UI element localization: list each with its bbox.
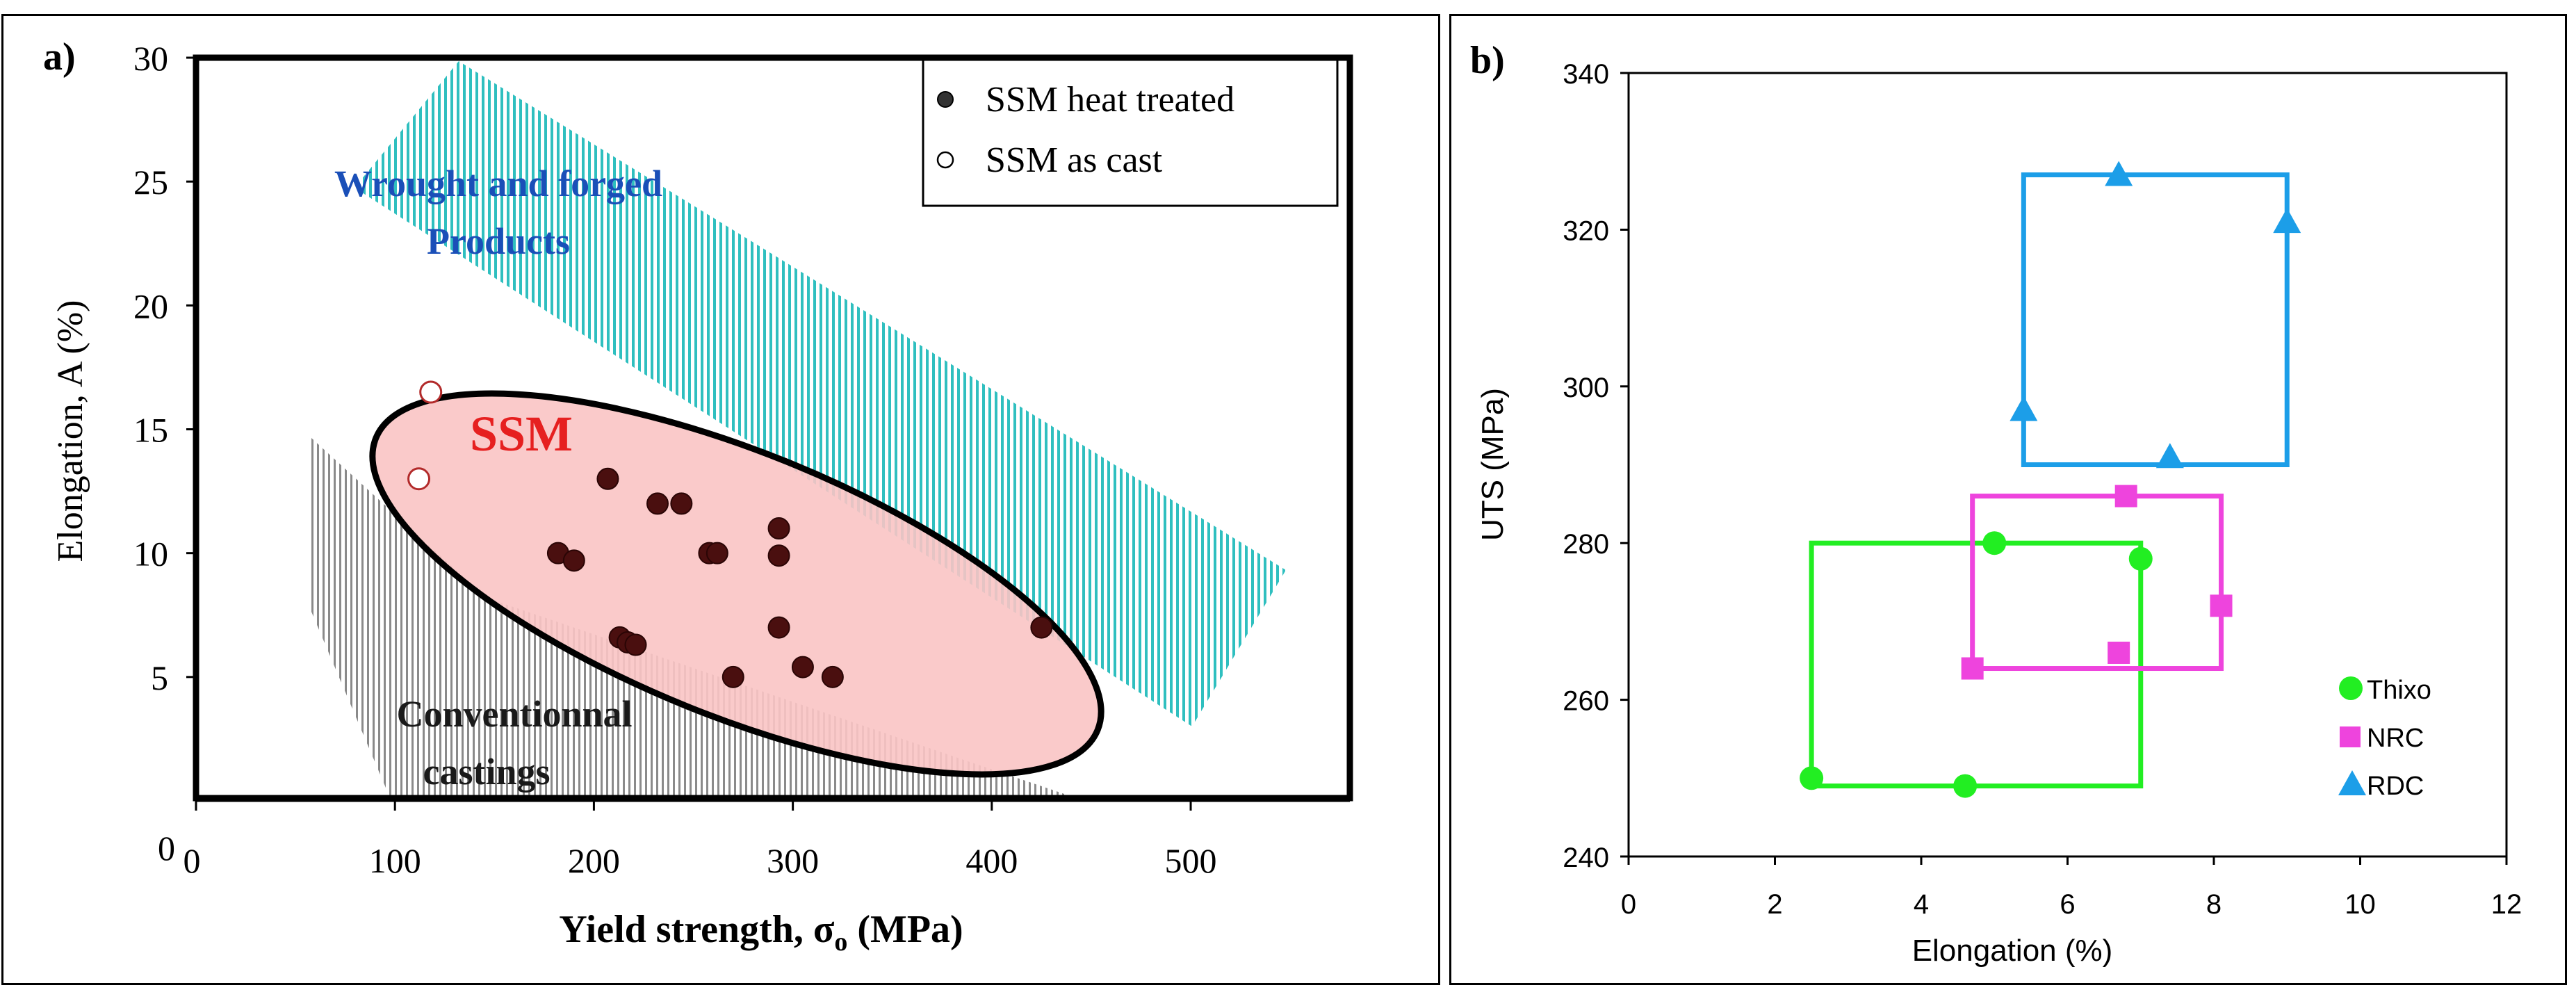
ssm-heat-treated-point [791,656,814,679]
ssm-region-ellipse [369,390,1104,778]
b-x-tick-label: 8 [2206,889,2222,920]
panel-a-frame [1,14,1440,985]
legend-nrc-marker [2340,726,2361,747]
a-y-tick-label: 0 [158,829,175,868]
a-y-axis-label: Elongation, A (%) [51,300,90,562]
b-x-axis-label: Elongation (%) [1912,934,2113,968]
panel-b: b) 240 260 280 300 320 340 0 2 4 6 8 10 12 UTS (MPa)… [1470,39,2522,968]
a-y-tick-label: 15 [133,411,168,450]
wrought-label-line1: Wrought and forged [334,163,662,204]
b-x-tick-label: 2 [1767,889,1782,920]
b-ticks: 240 260 280 300 320 340 0 2 4 6 8 10 12 [1563,59,2522,920]
nrc-range-box [1970,494,2224,672]
ssm-heat-treated-point [624,633,647,656]
wrought-label-line2: Products [427,220,570,262]
panel-b-frame [1449,14,2567,985]
rdc-point [2155,443,2184,469]
thixo-point [1953,774,1978,798]
a-y-tick-label: 5 [151,658,168,697]
ssm-heat-treated-point [596,467,619,490]
legend-rdc-marker [2338,770,2366,795]
b-y-axis-label: UTS (MPa) [1476,388,1510,541]
b-y-tick-label: 280 [1563,529,1609,560]
legend-heat-treated-marker [937,91,954,108]
a-y-tick-label: 20 [133,286,168,325]
nrc-point [2108,641,2130,664]
nrc-point [2210,594,2233,617]
b-x-tick-label: 10 [2345,889,2376,920]
a-x-tick-label: 200 [568,841,620,880]
wrought-products-region [354,61,1286,726]
ssm-heat-treated-point [821,665,844,688]
rdc-point [2105,161,2133,186]
b-points [1800,161,2301,798]
ssm-as-cast-point [419,380,443,404]
conventional-label-line1: Conventionnal [396,693,632,735]
ssm-heat-treated-point [670,492,693,515]
panel-a-label: a) [43,35,76,79]
thixo-point [1800,766,1824,790]
rdc-point [2273,208,2301,234]
b-y-tick-label: 240 [1563,843,1609,873]
b-y-tick-label: 320 [1563,216,1609,246]
a-x-tick-label: 500 [1165,841,1217,880]
b-x-tick-label: 12 [2491,889,2522,920]
a-x-axis-label: Yield strength, σo (MPa) [559,908,963,957]
nrc-point [2114,485,2137,507]
legend-heat-treated-label: SSM heat treated [986,80,1234,120]
a-x-axis-label-unit: (MPa) [847,908,963,951]
ssm-heat-treated-point [706,542,728,565]
ssm-label: SSM [470,406,573,462]
a-y-tick-label: 30 [133,39,168,78]
ssm-as-cast-point [407,467,431,491]
a-legend: SSM heat treated SSM as cast [922,58,1339,207]
ssm-heat-treated-point [1030,616,1053,639]
ssm-heat-treated-point [646,492,669,515]
rdc-range-box [2021,172,2290,467]
b-x-tick-label: 4 [1914,889,1929,920]
ssm-heat-treated-point [562,549,585,572]
ssm-heat-treated-point [767,517,790,540]
a-legend-box [922,58,1339,207]
legend-thixo-label: Thixo [2367,676,2431,705]
legend-as-cast-label: SSM as cast [986,140,1163,180]
legend-as-cast-marker [936,151,954,169]
thixo-point [2128,546,2153,571]
b-x-tick-label: 6 [2060,889,2075,920]
legend-rdc-label: RDC [2367,772,2424,801]
ssm-heat-treated-point [722,665,744,688]
a-y-tick-label: 10 [133,535,168,574]
b-legend: Thixo NRC RDC [2338,676,2431,801]
b-boxes [1809,172,2290,789]
ssm-heat-treated-point [767,544,790,567]
conventional-castings-region [311,438,1070,796]
b-y-tick-label: 300 [1563,373,1609,403]
a-points [407,380,1053,688]
panel-b-label: b) [1470,39,1505,82]
rdc-point [2010,396,2038,421]
thixo-point [1982,531,2007,555]
conventional-label-line2: castings [423,751,550,793]
nrc-point [1961,657,1984,680]
b-x-tick-label: 0 [1621,889,1636,920]
b-y-tick-label: 340 [1563,59,1609,90]
a-x-tick-label: 0 [184,841,201,880]
panel-a: a) Wrought and forged Products SSM Conve… [43,35,1353,957]
legend-thixo-marker [2339,676,2363,700]
a-x-tick-label: 300 [767,841,819,880]
b-y-tick-label: 260 [1563,686,1609,717]
a-y-tick-label: 25 [133,163,168,202]
a-x-axis-label-main: Yield strength, σ [559,908,835,951]
a-x-tick-label: 100 [369,841,421,880]
a-x-axis-label-sub: o [834,927,847,957]
ssm-heat-treated-point [767,616,790,639]
legend-nrc-label: NRC [2367,724,2424,753]
a-x-tick-label: 400 [965,841,1018,880]
